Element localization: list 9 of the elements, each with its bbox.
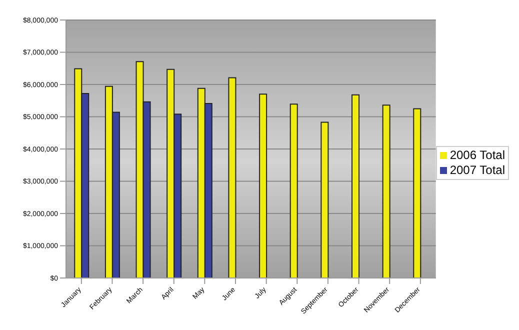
bar [352, 94, 360, 278]
bar [228, 77, 236, 278]
bar [259, 94, 268, 278]
text: 2006 Total [450, 148, 505, 163]
legend-label: 2007 Total [450, 163, 505, 178]
bar [413, 108, 422, 278]
bar [320, 122, 329, 278]
bar [382, 104, 390, 278]
bar [290, 104, 298, 278]
